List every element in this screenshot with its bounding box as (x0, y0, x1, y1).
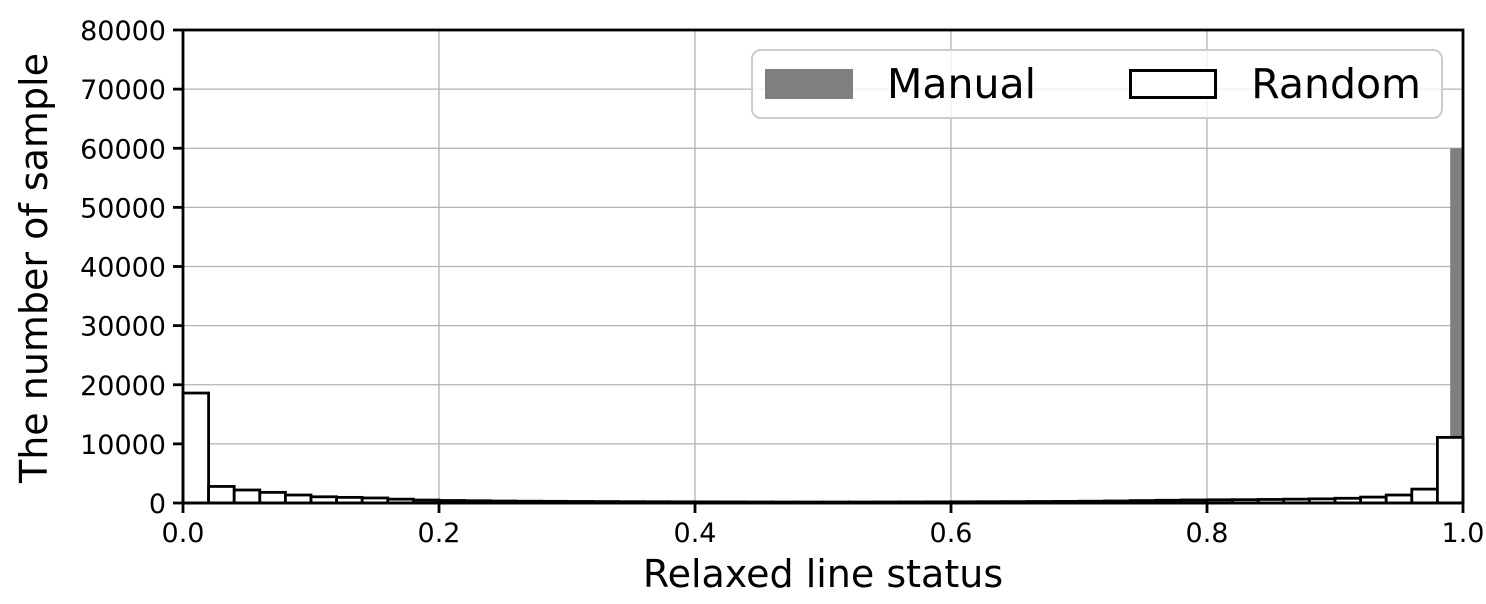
legend-label-random: Random (1251, 59, 1421, 108)
y-axis-label: The number of sample (12, 52, 56, 484)
bar-random (1436, 435, 1465, 505)
y-tick-label: 20000 (80, 371, 166, 402)
x-tick-label: 0.2 (418, 518, 461, 549)
legend-item-random: Random (1129, 59, 1421, 108)
legend: Manual Random (751, 49, 1443, 119)
x-tick-label: 1.0 (1442, 518, 1485, 549)
bar-random (258, 490, 287, 505)
random-swatch-icon (1129, 69, 1218, 99)
axis-ticks (173, 28, 1465, 513)
x-tick-label: 0.6 (930, 518, 973, 549)
y-tick-label: 0 (149, 489, 166, 520)
manual-swatch-icon (765, 69, 853, 99)
tick-labels: 0.0 0.2 0.4 0.6 0.8 1.0 0 10000 20000 30000 40000 5… (80, 16, 1484, 549)
bar-random (232, 488, 262, 505)
y-tick-label: 70000 (80, 75, 166, 106)
y-tick-label: 60000 (80, 134, 166, 165)
bar-random (207, 485, 236, 505)
x-tick-label: 0.0 (162, 518, 205, 549)
x-axis-label: Relaxed line status (642, 552, 1004, 596)
series-random (181, 391, 1465, 505)
y-tick-label: 80000 (80, 16, 166, 47)
legend-item-manual: Manual (765, 59, 1036, 108)
y-tick-label: 50000 (80, 193, 166, 224)
bar-random (181, 391, 211, 505)
bar-manual (1450, 148, 1463, 503)
y-tick-label: 10000 (80, 430, 166, 461)
legend-label-manual: Manual (887, 59, 1036, 108)
y-tick-label: 40000 (80, 253, 166, 284)
x-tick-label: 0.8 (1186, 518, 1229, 549)
y-tick-label: 30000 (80, 312, 166, 343)
x-tick-label: 0.4 (674, 518, 717, 549)
bar-random (1410, 487, 1439, 505)
gridlines (183, 30, 1463, 503)
